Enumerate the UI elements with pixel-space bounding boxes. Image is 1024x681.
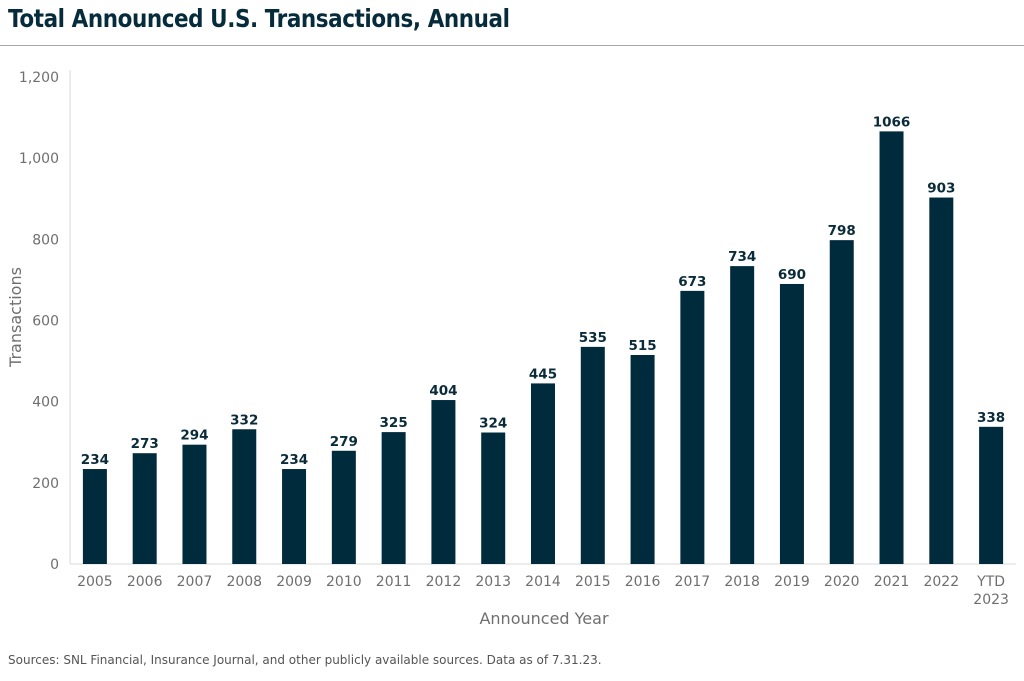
bar-value-label: 338 <box>977 410 1005 426</box>
bar <box>929 197 954 564</box>
y-tick-label: 400 <box>32 395 59 411</box>
bar-value-label: 273 <box>131 436 159 452</box>
bar <box>879 131 904 565</box>
y-axis-title: Transactions <box>6 267 25 368</box>
y-tick-label: 0 <box>50 557 59 573</box>
bar <box>979 426 1004 564</box>
bar-value-label: 234 <box>81 452 109 468</box>
bar <box>82 469 107 564</box>
x-axis-title: Announced Year <box>479 609 608 628</box>
bar-value-label: 332 <box>230 412 258 428</box>
bar <box>331 450 356 564</box>
bars <box>82 131 1004 565</box>
bar-value-label: 324 <box>479 416 507 432</box>
bar-value-label: 1066 <box>873 114 911 130</box>
bar <box>182 444 207 564</box>
bar <box>381 432 406 564</box>
x-tick-label: 2015 <box>575 574 611 590</box>
bar <box>282 469 307 564</box>
x-tick-label: 2011 <box>376 574 412 590</box>
x-tick-label: 2013 <box>475 574 511 590</box>
bar <box>431 400 456 564</box>
bar-value-label: 673 <box>678 274 706 290</box>
bar-value-label: 404 <box>429 383 457 399</box>
bar-value-label: 294 <box>180 428 208 444</box>
x-tick-label: 2009 <box>276 574 312 590</box>
x-tick-label: 2010 <box>326 574 362 590</box>
bar <box>730 266 755 564</box>
x-tick-label: 2006 <box>127 574 163 590</box>
y-tick-label: 1,000 <box>19 151 59 167</box>
y-axis-ticks: 0 200 400 600 800 1,000 1,200 <box>19 70 59 573</box>
bar <box>829 240 854 564</box>
x-axis-ticks: 2005 2006 2007 2008 2009 2010 2011 2012 2013 2014… <box>77 574 1009 608</box>
bar <box>481 432 506 564</box>
bar <box>531 383 555 564</box>
bar-value-label: 690 <box>778 267 806 283</box>
bar <box>680 290 705 564</box>
y-tick-label: 800 <box>32 232 59 248</box>
bar-value-label: 279 <box>330 434 358 450</box>
x-tick-label: 2014 <box>525 574 561 590</box>
bar <box>630 354 655 564</box>
x-tick-label: 2022 <box>923 574 959 590</box>
bar <box>132 453 157 564</box>
x-tick-label: 2016 <box>625 574 661 590</box>
x-tick-label: 2017 <box>675 574 711 590</box>
bar-value-label: 535 <box>579 330 607 346</box>
x-tick-label: 2018 <box>724 574 760 590</box>
x-tick-label: 2021 <box>874 574 910 590</box>
bar-value-labels: 234 273 294 332 234 279 325 404 324 445 535 515 673 7… <box>81 114 1005 468</box>
bar <box>580 346 605 564</box>
bar <box>232 429 257 564</box>
x-tick-label: 2007 <box>177 574 213 590</box>
source-note: Sources: SNL Financial, Insurance Journa… <box>8 653 602 667</box>
x-tick-label: YTD 2023 <box>973 574 1009 608</box>
bar-value-label: 798 <box>828 223 856 239</box>
x-tick-label: 2020 <box>824 574 860 590</box>
x-tick-label: 2008 <box>226 574 262 590</box>
x-tick-label: 2005 <box>77 574 113 590</box>
y-tick-label: 1,200 <box>19 70 59 86</box>
bar-value-label: 734 <box>728 249 756 265</box>
bar-value-label: 234 <box>280 452 308 468</box>
x-tick-label: 2019 <box>774 574 810 590</box>
title-divider <box>0 45 1024 46</box>
bar <box>779 283 804 564</box>
bar-value-label: 445 <box>529 366 557 382</box>
chart-title: Total Announced U.S. Transactions, Annua… <box>8 4 510 33</box>
bar-value-label: 325 <box>380 415 408 431</box>
bar-value-label: 903 <box>927 181 955 197</box>
y-tick-label: 200 <box>32 476 59 492</box>
y-tick-label: 600 <box>32 314 59 330</box>
x-tick-label: 2012 <box>426 574 462 590</box>
bar-value-label: 515 <box>628 338 656 354</box>
